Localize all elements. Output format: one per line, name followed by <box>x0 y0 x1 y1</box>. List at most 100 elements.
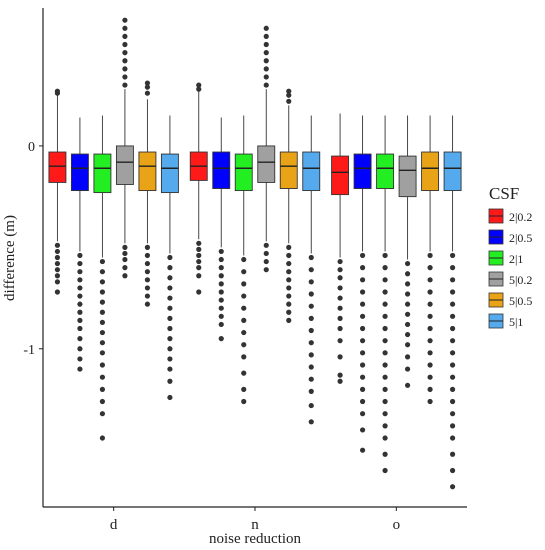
outlier-point <box>449 398 456 405</box>
outlier-point <box>337 275 343 281</box>
outlier-point <box>382 313 388 319</box>
outlier-point <box>144 90 151 96</box>
box-body <box>138 151 157 192</box>
outlier-point <box>196 289 202 295</box>
outlier-point <box>196 265 202 271</box>
outlier-point <box>122 66 128 72</box>
outlier-point <box>359 374 366 380</box>
outlier-point <box>337 378 343 384</box>
box-body <box>279 151 298 189</box>
outlier-point <box>382 467 388 474</box>
box-d-5-0-2 <box>115 17 134 279</box>
outlier-point <box>196 252 202 259</box>
outlier-point <box>382 435 388 441</box>
outlier-point <box>308 388 314 394</box>
legend-label: 5|0.2 <box>509 273 532 287</box>
outlier-point <box>99 374 106 380</box>
outlier-point <box>144 301 151 307</box>
outlier-point <box>99 435 106 441</box>
box-n-2-0-5 <box>212 117 231 342</box>
outlier-point <box>337 295 343 301</box>
outlier-point <box>144 252 151 259</box>
outlier-point <box>167 378 173 384</box>
outlier-point <box>449 325 456 332</box>
outlier-point <box>144 80 151 86</box>
outlier-point <box>99 411 106 417</box>
box-body <box>376 153 395 189</box>
outlier-point <box>449 451 456 457</box>
outlier-point <box>122 244 128 250</box>
outlier-point <box>404 291 411 297</box>
outlier-point <box>54 273 61 279</box>
outlier-point <box>382 277 388 283</box>
box-o-2-0-2 <box>331 113 350 384</box>
outlier-point <box>382 252 388 259</box>
outlier-point <box>241 329 247 336</box>
outlier-point <box>449 277 456 283</box>
outlier-point <box>122 58 128 64</box>
outlier-point <box>241 398 247 405</box>
outlier-point <box>77 252 83 259</box>
outlier-point <box>337 338 343 344</box>
outlier-point <box>449 374 456 380</box>
outlier-point <box>359 427 366 433</box>
outlier-point <box>241 370 247 376</box>
outlier-point <box>404 382 411 388</box>
legend-title: CSF <box>489 184 519 203</box>
box-n-5-1 <box>302 115 321 425</box>
outlier-point <box>404 260 411 267</box>
outlier-point <box>218 321 224 328</box>
outlier-point <box>427 350 433 356</box>
box-o-5-0-2 <box>398 115 417 388</box>
outlier-point <box>308 419 314 425</box>
outlier-point <box>263 66 269 72</box>
outlier-point <box>122 265 128 271</box>
box-body <box>421 151 440 192</box>
outlier-point <box>54 289 61 295</box>
outlier-point <box>404 366 411 372</box>
legend-label: 5|0.5 <box>509 294 532 308</box>
x-tick-label-o: o <box>393 517 401 533</box>
outlier-point <box>99 299 106 305</box>
outlier-point <box>449 435 456 441</box>
box-o-2-0-5 <box>353 115 372 453</box>
outlier-point <box>337 258 343 265</box>
outlier-point <box>427 252 433 259</box>
outlier-point <box>359 411 366 417</box>
box-body <box>70 153 89 192</box>
outlier-point <box>99 329 106 336</box>
outlier-point <box>218 336 224 342</box>
outlier-point <box>359 313 366 319</box>
box-n-5-0-2 <box>257 25 276 273</box>
outlier-point <box>54 242 61 248</box>
outlier-point <box>427 313 433 319</box>
outlier-point <box>54 88 61 94</box>
outlier-point <box>449 423 456 429</box>
outlier-point <box>241 281 247 287</box>
box-body <box>212 151 231 189</box>
outlier-point <box>144 285 151 291</box>
outlier-point <box>382 265 388 271</box>
axis-ticks: 0 -1 d n o <box>23 140 400 533</box>
outlier-point <box>449 350 456 356</box>
outlier-point <box>241 354 247 360</box>
y-axis-label: difference (m) <box>2 215 18 301</box>
outlier-point <box>337 305 343 311</box>
outlier-point <box>122 25 128 31</box>
outlier-point <box>449 484 456 490</box>
outlier-point <box>337 372 343 378</box>
outlier-point <box>404 301 411 307</box>
outlier-point <box>144 277 151 283</box>
outlier-point <box>241 342 247 348</box>
outlier-point <box>308 254 314 261</box>
outlier-point <box>337 354 343 360</box>
outlier-point <box>382 325 388 332</box>
outlier-point <box>54 248 61 255</box>
box-body <box>443 151 462 192</box>
outlier-point <box>359 447 366 453</box>
outlier-point <box>286 252 292 259</box>
outlier-point <box>427 265 433 271</box>
outlier-point <box>404 331 411 338</box>
outlier-point <box>286 293 292 299</box>
